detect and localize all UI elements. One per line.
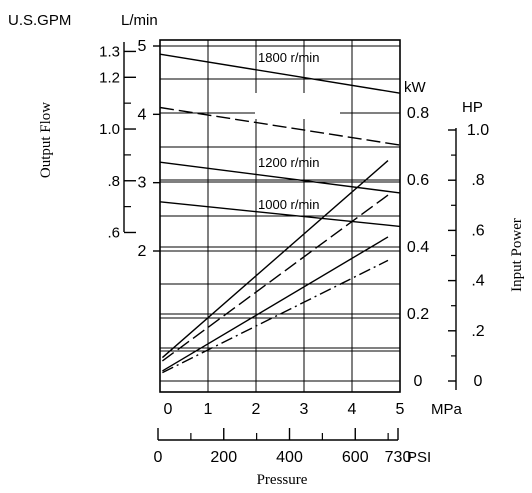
lpm-tick-label-1: 3 xyxy=(138,175,147,192)
lpm-axis-unit: L/min xyxy=(121,12,158,29)
power-curve-3 xyxy=(162,259,389,374)
power-curve-0 xyxy=(161,160,389,359)
lpm-axis-ticks: 2 3 4 5 xyxy=(138,38,160,260)
psi-axis-unit: PSI xyxy=(407,449,431,466)
hp-tick-label-5: 1.0 xyxy=(467,122,489,139)
speed-label-1200: 1200 r/min xyxy=(258,155,319,170)
speed-label-1000: 1000 r/min xyxy=(258,197,319,212)
flow-curve-3 xyxy=(159,201,401,228)
mpa-tick-label-1: 1 xyxy=(204,401,213,418)
lpm-tick-label-3: 5 xyxy=(138,38,147,55)
gpm-tick-label-0: .6 xyxy=(107,224,120,241)
hp-tick-label-4: .8 xyxy=(471,172,484,189)
psi-tick-label-3: 600 xyxy=(342,449,369,466)
mpa-axis-ticks: 0 1 2 3 4 5 xyxy=(164,401,405,418)
power-curve-2 xyxy=(162,236,389,372)
flow-curve-1 xyxy=(159,106,401,146)
kw-tick-label-3: 0.6 xyxy=(407,172,429,189)
gpm-tick-label-4: 1.3 xyxy=(99,43,120,60)
gpm-tick-label-1: .8 xyxy=(107,173,120,190)
flow-curve-0 xyxy=(159,53,401,94)
power-axis-title: Input Power xyxy=(509,218,525,292)
psi-tick-label-0: 0 xyxy=(154,449,163,466)
speed-label-1800: 1800 r/min xyxy=(258,50,319,65)
lpm-tick-label-2: 4 xyxy=(138,106,147,123)
mpa-tick-label-4: 4 xyxy=(348,401,357,418)
curves xyxy=(159,53,401,374)
gpm-tick-label-2: 1.0 xyxy=(99,121,120,138)
hp-axis-unit: HP xyxy=(462,99,483,116)
kw-axis-ticks: 0 0.2 0.4 0.6 0.8 xyxy=(407,105,429,390)
lpm-tick-label-0: 2 xyxy=(138,243,147,260)
flow-curve-2 xyxy=(159,161,401,194)
hp-tick-label-2: .4 xyxy=(471,273,484,290)
mpa-tick-label-5: 5 xyxy=(396,401,405,418)
gpm-axis-ticks: .6 .8 1.0 1.2 1.3 xyxy=(99,43,136,241)
psi-tick-label-2: 400 xyxy=(276,449,303,466)
gpm-axis-title: Output Flow xyxy=(38,102,54,178)
mpa-tick-label-2: 2 xyxy=(252,401,261,418)
legend-gap xyxy=(255,93,340,119)
psi-tick-label-4: 730 xyxy=(385,449,412,466)
kw-tick-label-1: 0.2 xyxy=(407,306,429,323)
kw-axis-unit: kW xyxy=(404,79,427,96)
mpa-axis-unit: MPa xyxy=(431,401,463,418)
hp-tick-label-0: 0 xyxy=(474,373,483,390)
gpm-axis-unit: U.S.GPM xyxy=(8,12,71,29)
hp-tick-label-1: .2 xyxy=(471,323,484,340)
gpm-tick-label-3: 1.2 xyxy=(99,69,120,86)
kw-tick-label-2: 0.4 xyxy=(407,239,429,256)
power-curve-1 xyxy=(161,194,389,362)
pressure-axis-title: Pressure xyxy=(257,472,308,488)
kw-tick-label-0: 0 xyxy=(414,373,423,390)
kw-tick-label-4: 0.8 xyxy=(407,105,429,122)
hp-axis-ticks: 0 .2 .4 .6 .8 1.0 xyxy=(448,122,489,390)
psi-axis-ticks: 0 200 400 600 730 xyxy=(154,428,412,466)
mpa-tick-label-3: 3 xyxy=(300,401,309,418)
hp-tick-label-3: .6 xyxy=(471,222,484,239)
mpa-tick-label-0: 0 xyxy=(164,401,173,418)
psi-tick-label-1: 200 xyxy=(210,449,237,466)
